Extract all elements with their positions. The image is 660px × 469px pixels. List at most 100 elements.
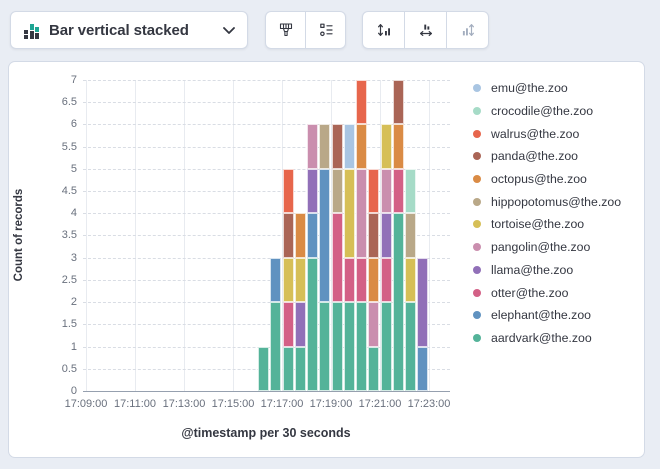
bar-segment-walrus[interactable] bbox=[368, 168, 380, 214]
bottom-axis-button[interactable] bbox=[404, 11, 447, 49]
bar-segment-tortoise[interactable] bbox=[294, 257, 306, 303]
bar-segment-elephant[interactable] bbox=[307, 213, 319, 258]
legend-item[interactable]: tortoise@the.zoo bbox=[459, 213, 643, 236]
bar-segment-tortoise[interactable] bbox=[343, 168, 355, 258]
right-axis-button[interactable] bbox=[446, 11, 489, 49]
bar-segment-crocodile[interactable] bbox=[405, 168, 417, 214]
bar-segment-pangolin[interactable] bbox=[368, 302, 380, 347]
bar-segment-aardvark[interactable] bbox=[343, 302, 355, 391]
legend-item[interactable]: crocodile@the.zoo bbox=[459, 100, 643, 123]
x-tick-label: 17:23:00 bbox=[407, 398, 451, 410]
legend-item-label: otter@the.zoo bbox=[491, 285, 569, 300]
legend-item-label: crocodile@the.zoo bbox=[491, 104, 594, 119]
legend-item[interactable]: panda@the.zoo bbox=[459, 145, 643, 168]
legend-item[interactable]: emu@the.zoo bbox=[459, 77, 643, 100]
legend-item[interactable]: walrus@the.zoo bbox=[459, 122, 643, 145]
legend-item[interactable]: pangolin@the.zoo bbox=[459, 236, 643, 259]
brush-styling-button[interactable] bbox=[265, 11, 306, 49]
bar-segment-pangolin[interactable] bbox=[356, 168, 368, 258]
bar-segment-otter[interactable] bbox=[392, 168, 404, 214]
bar-segment-otter[interactable] bbox=[380, 257, 392, 303]
bar-segment-tortoise[interactable] bbox=[282, 257, 294, 303]
x-tick-label: 17:15:00 bbox=[211, 398, 255, 410]
bar-segment-llama[interactable] bbox=[294, 302, 306, 347]
bar-segment-aardvark[interactable] bbox=[331, 302, 343, 391]
legend-settings-button[interactable] bbox=[305, 11, 346, 49]
bar-segment-aardvark[interactable] bbox=[270, 302, 282, 391]
x-axis-line bbox=[83, 391, 450, 392]
legend-color-dot bbox=[473, 152, 481, 161]
axis-button-group bbox=[362, 11, 489, 49]
bar-segment-octopus[interactable] bbox=[356, 124, 368, 169]
bar-segment-pangolin[interactable] bbox=[380, 168, 392, 214]
bar-segment-aardvark[interactable] bbox=[282, 346, 294, 391]
bar-segment-aardvark[interactable] bbox=[380, 302, 392, 391]
legend-item[interactable]: octopus@the.zoo bbox=[459, 168, 643, 191]
y-gridline bbox=[83, 102, 450, 104]
bar-segment-panda[interactable] bbox=[392, 79, 404, 125]
chart-type-selector-button[interactable]: Bar vertical stacked bbox=[10, 11, 248, 49]
bar-segment-aardvark[interactable] bbox=[405, 302, 417, 391]
bar-segment-octopus[interactable] bbox=[368, 257, 380, 303]
y-gridline bbox=[83, 124, 450, 126]
bar-segment-aardvark[interactable] bbox=[356, 302, 368, 391]
x-tick-label: 17:19:00 bbox=[309, 398, 353, 410]
bar-segment-aardvark[interactable] bbox=[368, 346, 380, 391]
bar-segment-otter[interactable] bbox=[331, 213, 343, 303]
bar-segment-aardvark[interactable] bbox=[307, 257, 319, 391]
y-tick-label: 4 bbox=[70, 207, 77, 220]
bar-segment-aardvark[interactable] bbox=[392, 213, 404, 391]
bar-segment-panda[interactable] bbox=[368, 213, 380, 258]
bar-segment-llama[interactable] bbox=[307, 168, 319, 214]
legend-item-label: llama@the.zoo bbox=[491, 262, 574, 277]
legend-color-dot bbox=[473, 243, 481, 252]
left-axis-button[interactable] bbox=[362, 11, 405, 49]
bar-segment-hippopotomus[interactable] bbox=[405, 213, 417, 258]
legend-item[interactable]: elephant@the.zoo bbox=[459, 304, 643, 327]
legend-color-dot bbox=[473, 107, 481, 116]
bar-segment-octopus[interactable] bbox=[294, 213, 306, 258]
legend-color-dot bbox=[473, 333, 481, 342]
chevron-down-icon bbox=[223, 26, 235, 34]
bar-segment-otter[interactable] bbox=[343, 257, 355, 303]
bar-segment-elephant[interactable] bbox=[319, 168, 331, 303]
horizontal-axis-icon bbox=[419, 24, 432, 36]
legend-color-dot bbox=[473, 175, 481, 184]
bar-segment-tortoise[interactable] bbox=[380, 124, 392, 169]
bar-segment-walrus[interactable] bbox=[282, 168, 294, 214]
y-tick-label: 5.5 bbox=[61, 140, 77, 153]
legend-color-dot bbox=[473, 311, 481, 320]
bar-segment-aardvark[interactable] bbox=[294, 346, 306, 391]
y-tick-label: 7 bbox=[70, 73, 77, 86]
legend-color-dot bbox=[473, 265, 481, 274]
chart-legend: emu@the.zoo crocodile@the.zoo walrus@the.z… bbox=[459, 77, 643, 349]
bar-segment-aardvark[interactable] bbox=[319, 302, 331, 391]
bar-segment-octopus[interactable] bbox=[392, 124, 404, 169]
bar-segment-emu[interactable] bbox=[343, 124, 355, 169]
bar-segment-tortoise[interactable] bbox=[405, 257, 417, 303]
bar-segment-elephant[interactable] bbox=[270, 257, 282, 303]
y-tick-label: 1 bbox=[70, 340, 77, 353]
legend-color-dot bbox=[473, 288, 481, 297]
bar-segment-hippopotomus[interactable] bbox=[319, 124, 331, 169]
bar-segment-aardvark[interactable] bbox=[258, 346, 270, 391]
bar-segment-elephant[interactable] bbox=[417, 346, 429, 391]
bar-segment-panda[interactable] bbox=[282, 213, 294, 258]
bar-segment-otter[interactable] bbox=[356, 257, 368, 303]
legend-item[interactable]: otter@the.zoo bbox=[459, 281, 643, 304]
bar-segment-llama[interactable] bbox=[380, 213, 392, 258]
legend-list-icon bbox=[319, 23, 333, 37]
x-axis-title: @timestamp per 30 seconds bbox=[181, 426, 351, 440]
bar-segment-pangolin[interactable] bbox=[307, 124, 319, 169]
bar-segment-hippopotomus[interactable] bbox=[331, 168, 343, 214]
legend-item-label: octopus@the.zoo bbox=[491, 172, 587, 187]
bar-segment-llama[interactable] bbox=[417, 257, 429, 347]
legend-item[interactable]: hippopotomus@the.zoo bbox=[459, 190, 643, 213]
legend-item[interactable]: aardvark@the.zoo bbox=[459, 327, 643, 350]
legend-item[interactable]: llama@the.zoo bbox=[459, 259, 643, 282]
x-tick-label: 17:17:00 bbox=[260, 398, 304, 410]
x-tick-label: 17:13:00 bbox=[162, 398, 206, 410]
bar-segment-otter[interactable] bbox=[282, 302, 294, 347]
bar-segment-panda[interactable] bbox=[331, 124, 343, 169]
bar-segment-walrus[interactable] bbox=[356, 79, 368, 125]
